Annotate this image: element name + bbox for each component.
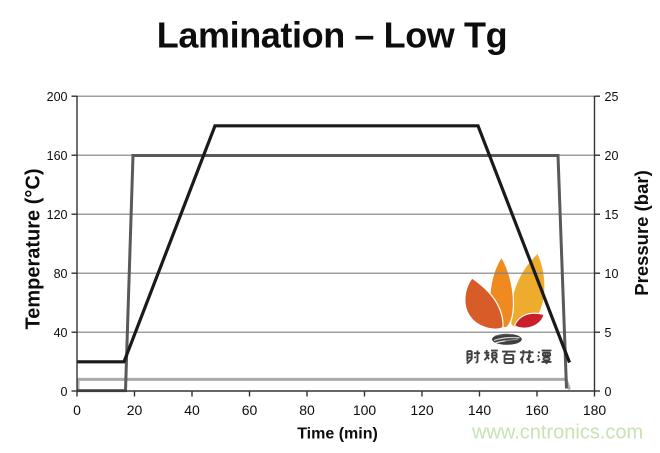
svg-text:120: 120 [47, 208, 68, 222]
svg-text:0: 0 [61, 385, 68, 399]
svg-text:80: 80 [299, 402, 315, 418]
svg-text:0: 0 [605, 385, 612, 399]
svg-text:180: 180 [583, 402, 607, 418]
svg-text:Lamination – Low Tg: Lamination – Low Tg [157, 15, 507, 56]
svg-text:20: 20 [605, 149, 619, 163]
svg-text:15: 15 [605, 208, 619, 222]
svg-text:40: 40 [54, 326, 68, 340]
svg-text:Pressure (bar): Pressure (bar) [631, 170, 652, 295]
svg-text:160: 160 [525, 402, 549, 418]
svg-text:Temperature (°C): Temperature (°C) [23, 169, 45, 330]
svg-text:5: 5 [605, 326, 612, 340]
svg-text:120: 120 [410, 402, 434, 418]
svg-text:100: 100 [353, 402, 377, 418]
svg-text:80: 80 [54, 267, 68, 281]
svg-text:140: 140 [468, 402, 492, 418]
svg-text:10: 10 [605, 267, 619, 281]
svg-text:Time (min): Time (min) [297, 426, 378, 443]
svg-text:40: 40 [184, 402, 200, 418]
svg-text:20: 20 [127, 402, 143, 418]
svg-text:0: 0 [73, 402, 81, 418]
svg-text:60: 60 [242, 402, 258, 418]
svg-text:25: 25 [605, 90, 619, 104]
svg-text:200: 200 [47, 90, 68, 104]
svg-text:www.cntronics.com: www.cntronics.com [471, 422, 643, 444]
svg-text:160: 160 [47, 149, 68, 163]
